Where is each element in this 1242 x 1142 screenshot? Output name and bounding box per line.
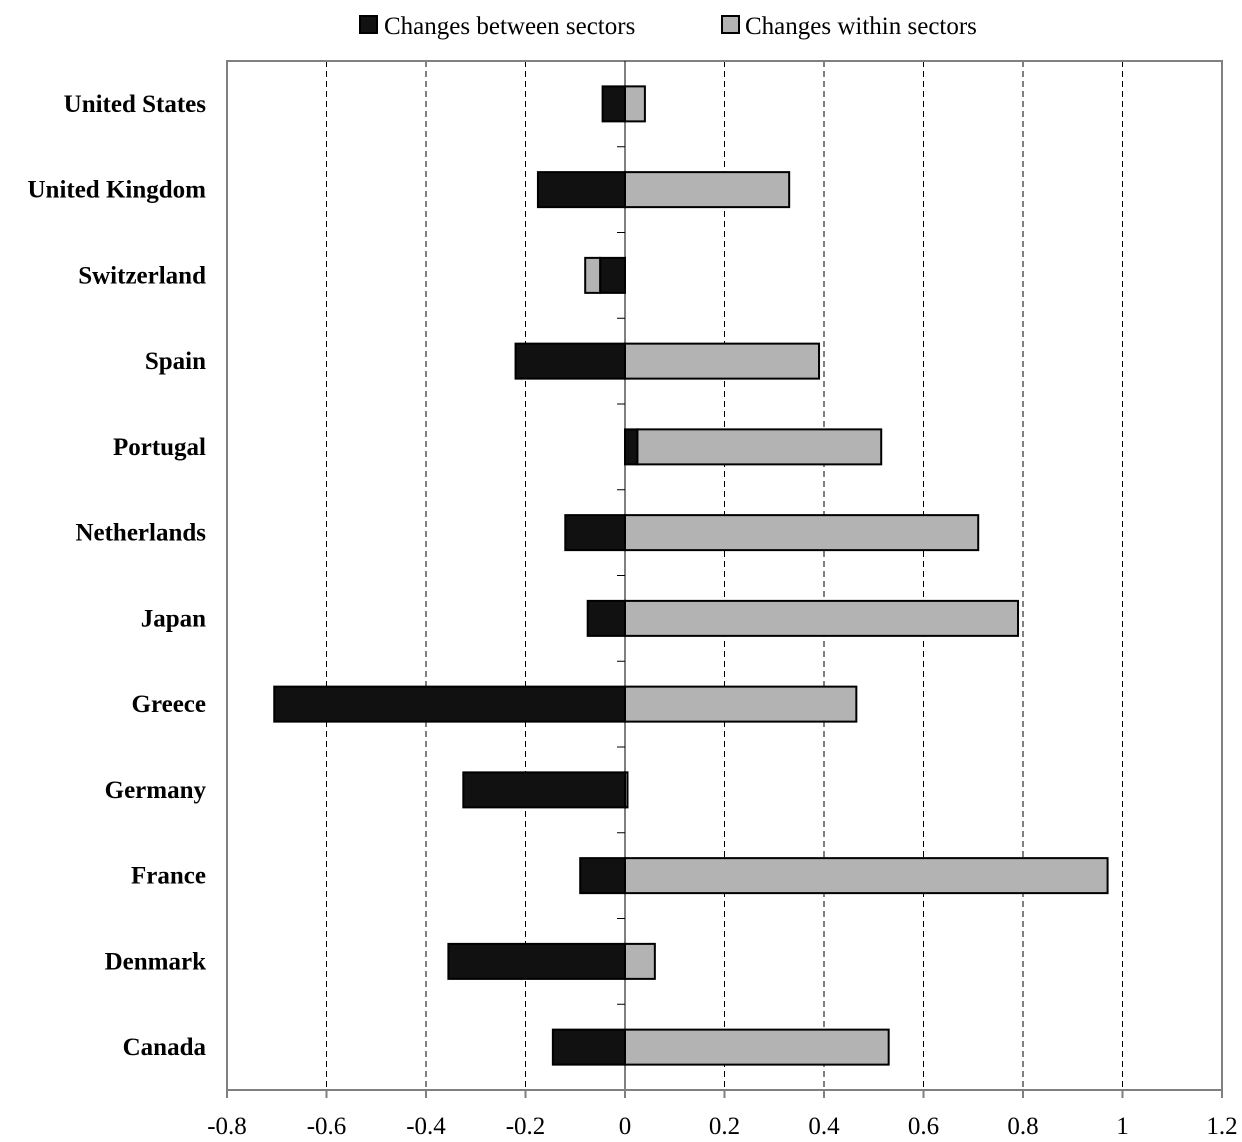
x-tick-label: 1: [1116, 1113, 1129, 1140]
category-label: Netherlands: [75, 520, 206, 547]
category-label: Spain: [145, 348, 206, 375]
category-label: United States: [64, 91, 207, 118]
category-label: Germany: [105, 777, 207, 804]
category-label: Japan: [141, 605, 206, 632]
bar-between-spain: [514, 342, 626, 380]
x-tick-label: 0.4: [808, 1113, 840, 1140]
bar-within-netherlands: [624, 514, 980, 552]
legend-label-between: Changes between sectors: [384, 13, 635, 40]
category-label: Switzerland: [78, 262, 206, 289]
bar-within-united-kingdom: [624, 171, 791, 209]
x-tick-label: -0.6: [307, 1113, 347, 1140]
bar-between-france: [579, 857, 626, 895]
x-tick-label: 0.6: [908, 1113, 939, 1140]
x-tick-label: 0: [619, 1113, 632, 1140]
bars: [273, 85, 1109, 1066]
x-tick-label: -0.4: [406, 1113, 446, 1140]
category-label: France: [131, 863, 206, 890]
gridlines: [326, 61, 1123, 1090]
x-tick-label: 1.2: [1206, 1113, 1237, 1140]
bar-between-portugal: [624, 428, 639, 466]
bar-between-netherlands: [564, 514, 626, 552]
legend-label-within: Changes within sectors: [745, 13, 977, 40]
category-label: United Kingdom: [27, 177, 206, 204]
x-tick-label: -0.2: [506, 1113, 546, 1140]
tick-labels: -0.8 -0.6 -0.4 -0.2 0 0.2 0.4 0.6 0.8 1 1.2: [207, 1113, 1237, 1140]
category-label: Greece: [132, 691, 206, 718]
bar-within-canada: [624, 1028, 890, 1066]
bar-between-canada: [551, 1028, 626, 1066]
bar-between-united-kingdom: [536, 171, 626, 209]
bar-between-united-states: [601, 85, 626, 123]
bar-between-germany: [462, 771, 626, 809]
bar-within-denmark: [624, 942, 656, 980]
bar-within-japan: [624, 599, 1020, 637]
bar-between-japan: [586, 599, 626, 637]
category-label: Canada: [123, 1034, 207, 1061]
bar-within-united-states: [624, 85, 646, 123]
category-label: Denmark: [105, 948, 206, 975]
legend-swatch-within: [721, 15, 740, 34]
bar-between-denmark: [447, 942, 627, 980]
bar-within-switzerland: [584, 256, 602, 294]
x-tick-label: 0.8: [1007, 1113, 1038, 1140]
legend: Changes between sectors Changes within se…: [359, 13, 977, 40]
axes: [226, 61, 1223, 1098]
bar-within-france: [624, 857, 1109, 895]
legend-swatch-between: [359, 15, 378, 34]
bar-between-greece: [273, 685, 626, 723]
bar-within-portugal: [636, 428, 883, 466]
category-labels: United States United Kingdom Switzerland Sp…: [27, 91, 206, 1061]
x-tick-label: -0.8: [207, 1113, 247, 1140]
bar-within-spain: [624, 342, 821, 380]
category-label: Portugal: [113, 434, 206, 461]
bar-between-switzerland: [599, 256, 626, 294]
x-tick-label: 0.2: [709, 1113, 740, 1140]
bar-within-greece: [624, 685, 858, 723]
